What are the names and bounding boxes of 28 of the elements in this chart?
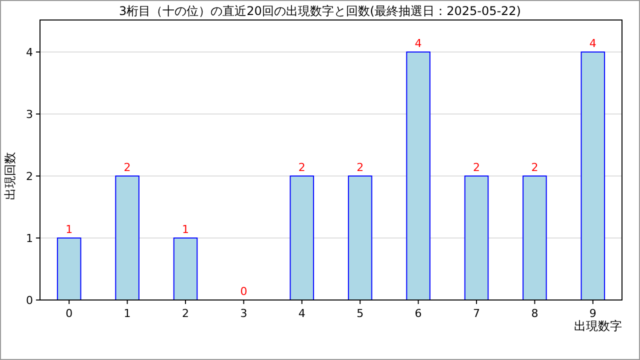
ytick: 0: [26, 294, 33, 307]
ytick: 3: [26, 108, 33, 121]
xtick: 3: [240, 307, 248, 320]
title: 3桁目（十の位）の直近20回の出現数字と回数(最終抽選日：2025-05-22): [119, 4, 521, 18]
xtick: 5: [356, 307, 364, 320]
xtick: 8: [531, 307, 538, 320]
data-label: 2: [124, 161, 131, 174]
xtick: 1: [124, 307, 131, 320]
data-label: 4: [589, 37, 596, 50]
data-label: 2: [531, 161, 538, 174]
xtick: 7: [473, 307, 480, 320]
ytick: 2: [26, 170, 33, 183]
data-label: 1: [182, 223, 189, 236]
data-label: 2: [356, 161, 364, 174]
xtick: 0: [66, 307, 73, 320]
data-label: 4: [414, 37, 422, 50]
ytick: 4: [26, 46, 33, 59]
data-label: 2: [473, 161, 480, 174]
data-label: 2: [298, 161, 306, 174]
xlabel: 出現数字: [574, 319, 622, 333]
ytick: 1: [26, 232, 33, 245]
data-label: 0: [240, 285, 248, 298]
data-label: 1: [66, 223, 73, 236]
xtick: 4: [298, 307, 306, 320]
xtick: 6: [414, 307, 422, 320]
xtick: 9: [589, 307, 596, 320]
ylabel: 出現回数: [3, 152, 17, 200]
xtick: 2: [182, 307, 189, 320]
